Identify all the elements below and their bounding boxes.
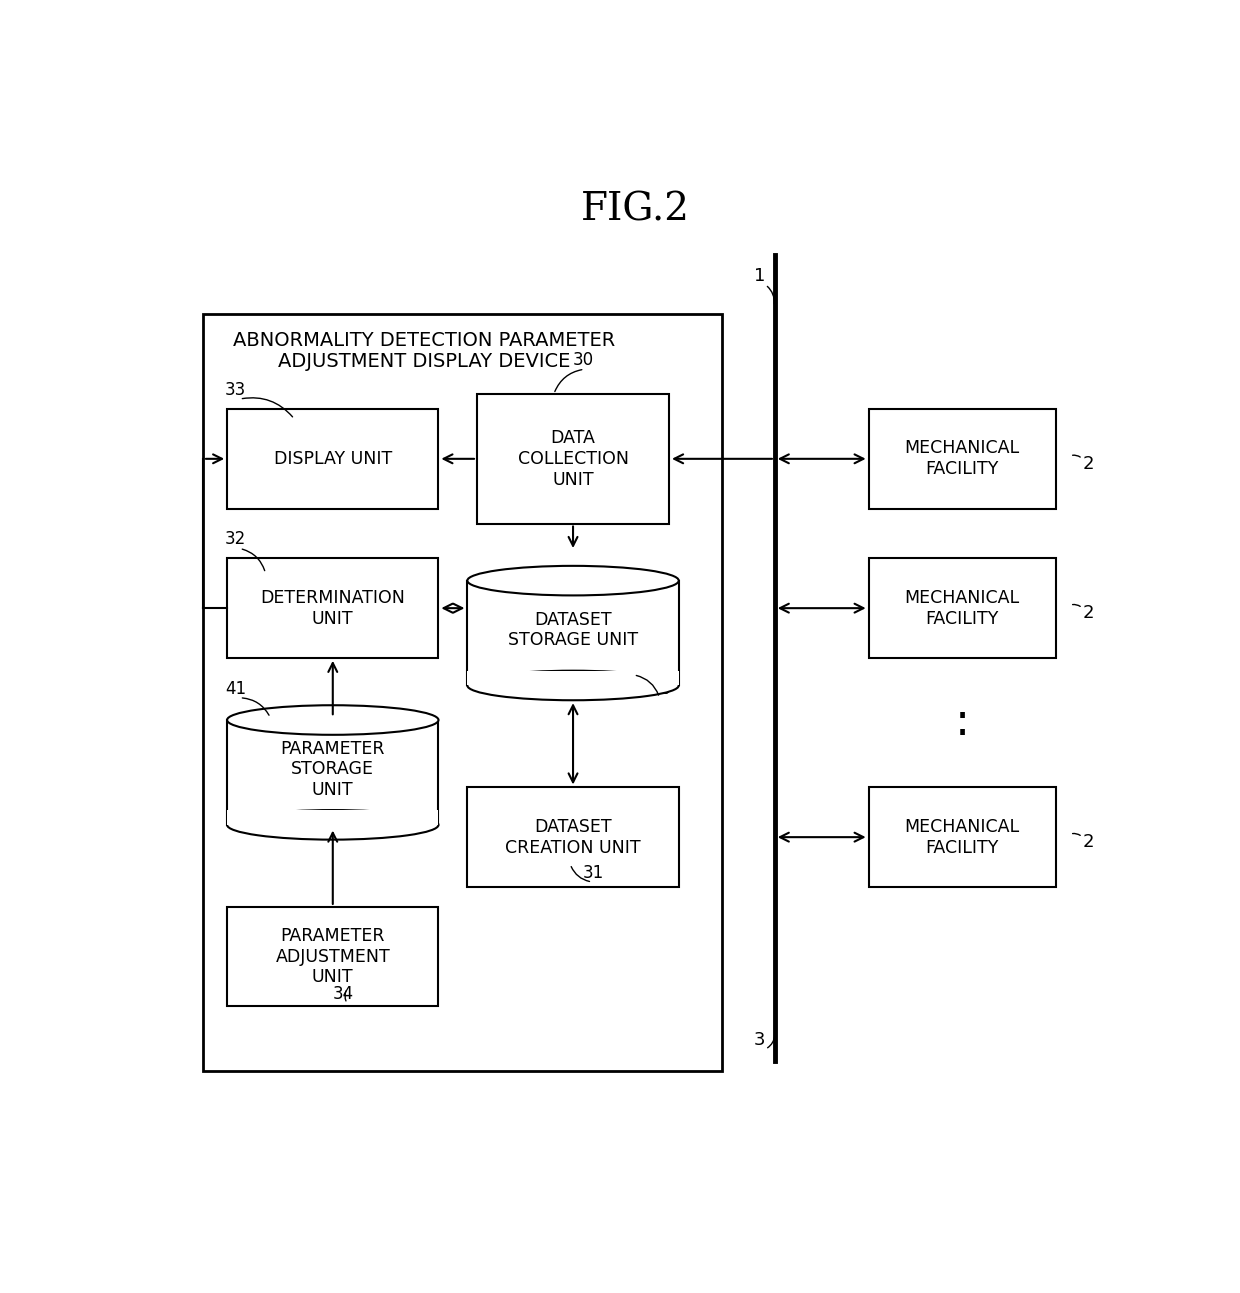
Bar bbox=[868, 559, 1056, 658]
Text: 32: 32 bbox=[226, 530, 247, 548]
Ellipse shape bbox=[227, 705, 439, 734]
Text: DATASET
STORAGE UNIT: DATASET STORAGE UNIT bbox=[508, 610, 639, 649]
Text: 30: 30 bbox=[573, 352, 594, 370]
Bar bbox=[467, 787, 678, 887]
Text: 2: 2 bbox=[1083, 604, 1094, 622]
Bar bbox=[467, 671, 678, 685]
Text: 3: 3 bbox=[754, 1032, 765, 1049]
Text: 41: 41 bbox=[226, 680, 247, 698]
Text: 31: 31 bbox=[583, 864, 604, 882]
Text: ADJUSTMENT DISPLAY DEVICE: ADJUSTMENT DISPLAY DEVICE bbox=[278, 352, 570, 371]
Ellipse shape bbox=[467, 566, 678, 595]
Bar bbox=[203, 314, 722, 1071]
Text: DATASET
CREATION UNIT: DATASET CREATION UNIT bbox=[505, 817, 641, 856]
Text: ABNORMALITY DETECTION PARAMETER: ABNORMALITY DETECTION PARAMETER bbox=[233, 331, 615, 350]
Text: PARAMETER
STORAGE
UNIT: PARAMETER STORAGE UNIT bbox=[280, 740, 386, 799]
Text: MECHANICAL
FACILITY: MECHANICAL FACILITY bbox=[905, 440, 1019, 478]
Text: DETERMINATION
UNIT: DETERMINATION UNIT bbox=[260, 588, 405, 627]
Text: PARAMETER
ADJUSTMENT
UNIT: PARAMETER ADJUSTMENT UNIT bbox=[275, 927, 391, 987]
Bar bbox=[868, 787, 1056, 887]
Ellipse shape bbox=[467, 671, 678, 701]
Text: :: : bbox=[955, 701, 970, 745]
Text: 34: 34 bbox=[332, 985, 353, 1003]
Bar bbox=[477, 394, 670, 524]
Text: FIG.2: FIG.2 bbox=[582, 191, 689, 229]
Text: 33: 33 bbox=[226, 381, 247, 400]
Bar bbox=[227, 906, 439, 1006]
Bar bbox=[467, 581, 678, 685]
Text: 2: 2 bbox=[1083, 833, 1094, 851]
Text: 2: 2 bbox=[1083, 455, 1094, 473]
Bar bbox=[227, 559, 439, 658]
Text: 40: 40 bbox=[650, 680, 671, 698]
Text: MECHANICAL
FACILITY: MECHANICAL FACILITY bbox=[905, 588, 1019, 627]
Text: DISPLAY UNIT: DISPLAY UNIT bbox=[274, 450, 392, 468]
Bar bbox=[227, 409, 439, 508]
Bar bbox=[868, 409, 1056, 508]
Ellipse shape bbox=[227, 811, 439, 839]
Text: 1: 1 bbox=[754, 266, 765, 284]
Text: MECHANICAL
FACILITY: MECHANICAL FACILITY bbox=[905, 817, 1019, 856]
Bar bbox=[227, 811, 439, 825]
Text: DATA
COLLECTION
UNIT: DATA COLLECTION UNIT bbox=[517, 429, 629, 489]
Bar bbox=[227, 720, 439, 825]
